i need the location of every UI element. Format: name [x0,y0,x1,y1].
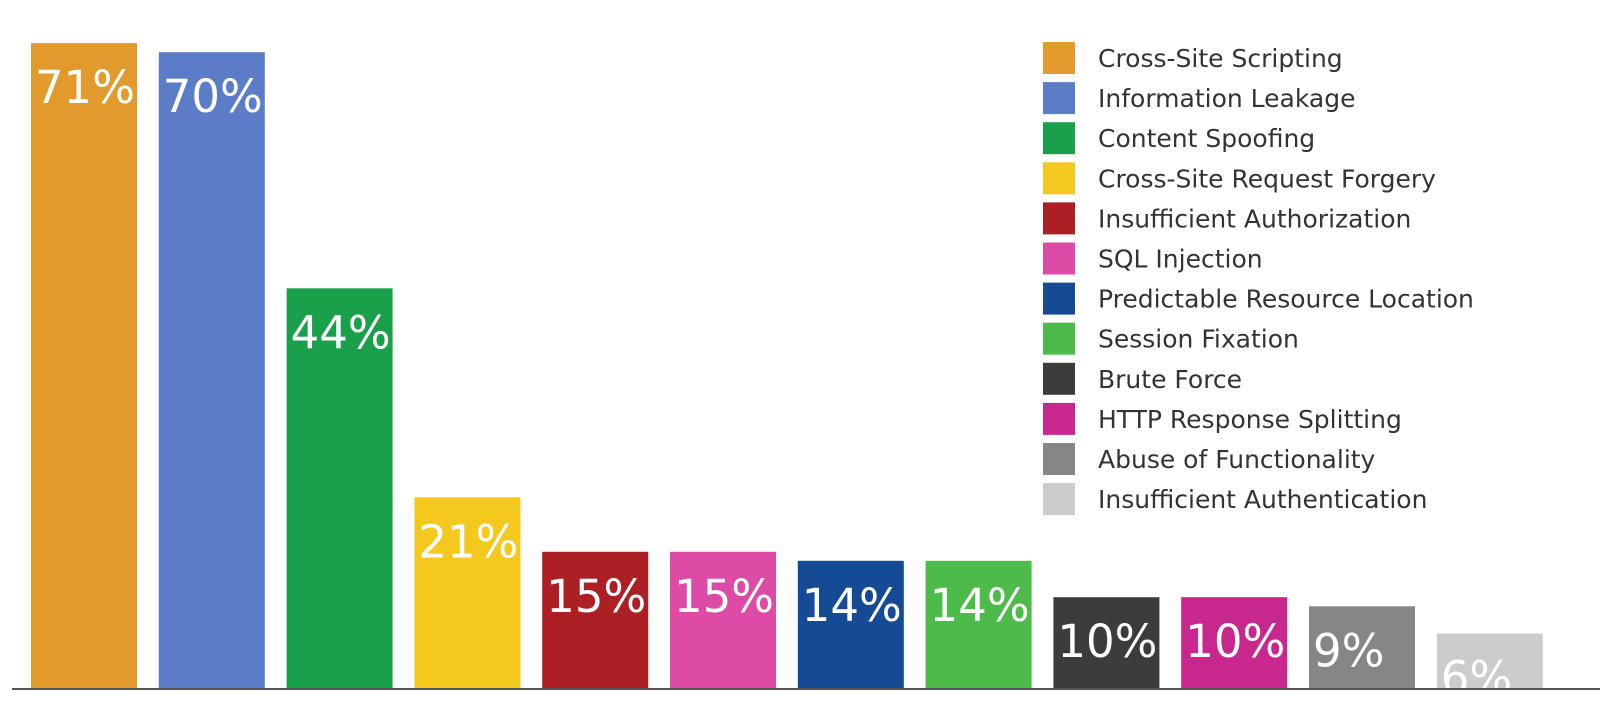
legend-swatch-sql-injection [1043,242,1075,275]
legend-label-cross-site-scripting: Cross-Site Scripting [1098,44,1343,73]
legend-swatch-session-fixation [1043,322,1075,355]
legend-label-abuse-of-functionality: Abuse of Functionality [1098,445,1376,474]
legend-swatch-insufficient-authorization [1043,202,1075,235]
bar-label-information-leakage: 70% [163,70,263,123]
bar-label-http-response-splitting: 10% [1185,615,1285,668]
legend-label-information-leakage: Information Leakage [1098,84,1355,113]
legend-label-insufficient-authentication: Insufficient Authentication [1098,485,1427,514]
legend-swatch-information-leakage [1043,82,1075,115]
legend-label-sql-injection: SQL Injection [1098,245,1263,274]
bars-group: 71% 70% 44% 21% 15% 15% 14% 14% 10% 10% 9% 6% [31,43,1543,705]
legend-swatch-http-response-splitting [1043,402,1075,435]
legend-label-session-fixation: Session Fixation [1098,325,1299,354]
legend-label-brute-force: Brute Force [1098,365,1242,394]
bar-label-sql-injection: 15% [674,570,774,623]
legend-swatch-content-spoofing [1043,122,1075,155]
bar-label-session-fixation: 14% [930,579,1030,632]
bar-label-insufficient-authorization: 15% [546,570,646,623]
bar-insufficient-authentication [1436,633,1543,688]
bar-label-cross-site-scripting: 71% [35,61,135,114]
bar-label-brute-force: 10% [1057,615,1157,668]
bar-cross-site-request-forgery [414,497,521,689]
bar-information-leakage [158,52,265,688]
legend-swatch-insufficient-authentication [1043,483,1075,516]
bar-brute-force [1053,597,1160,688]
bar-label-content-spoofing: 44% [291,306,391,359]
bar-predictable-resource-location [797,560,904,688]
bar-label-abuse-of-functionality: 9% [1313,624,1384,677]
bar-abuse-of-functionality [1309,606,1415,689]
legend-label-predictable-resource-location: Predictable Resource Location [1098,285,1474,314]
bar-cross-site-scripting [31,43,137,689]
bar-insufficient-authorization [542,551,649,689]
legend-swatch-predictable-resource-location [1043,282,1075,315]
bar-label-cross-site-request-forgery: 21% [418,515,518,568]
bar-label-insufficient-authentication: 6% [1441,652,1512,705]
bar-sql-injection [670,551,776,689]
legend-swatch-cross-site-request-forgery [1043,162,1075,195]
bar-http-response-splitting [1181,597,1288,688]
legend-swatch-abuse-of-functionality [1043,443,1075,475]
legend: Cross-Site Scripting Information Leakage C… [1043,42,1474,516]
bar-label-predictable-resource-location: 14% [802,579,902,632]
legend-label-http-response-splitting: HTTP Response Splitting [1098,405,1402,434]
legend-swatch-brute-force [1043,362,1075,395]
legend-swatch-cross-site-scripting [1043,42,1075,74]
bar-content-spoofing [286,288,393,688]
legend-label-insufficient-authorization: Insufficient Authorization [1098,204,1411,233]
legend-label-content-spoofing: Content Spoofing [1098,124,1315,153]
bar-session-fixation [925,560,1032,688]
legend-label-cross-site-request-forgery: Cross-Site Request Forgery [1098,164,1436,193]
